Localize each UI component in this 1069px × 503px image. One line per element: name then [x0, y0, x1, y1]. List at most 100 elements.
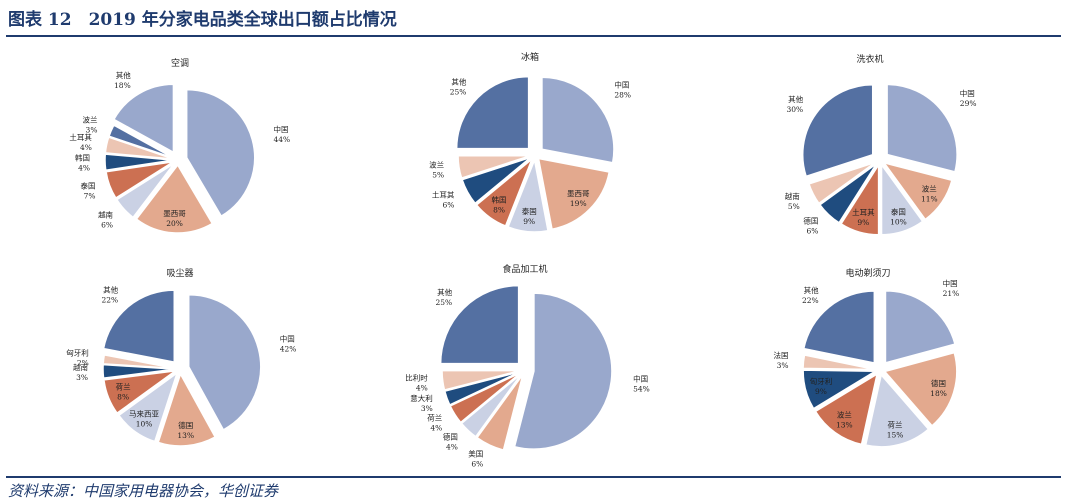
slice-other — [455, 75, 530, 150]
slice-label: 美国 — [468, 449, 483, 459]
slice-label: 其他 — [103, 284, 118, 294]
header-rule — [6, 35, 1061, 37]
chart-title: 洗衣机 — [856, 53, 883, 65]
slice-label: 越南 — [98, 209, 113, 219]
slice-label: 荷兰 — [116, 382, 131, 392]
slice-hungary — [102, 354, 176, 370]
slice-label: 中国 — [943, 278, 958, 288]
slice-label: 德国 — [178, 420, 193, 430]
source-note: 资料来源：中国家用电器协会，华创证券 — [8, 482, 279, 500]
slice-value: 42% — [280, 344, 297, 353]
slice-germany — [157, 372, 217, 447]
slice-label: 德国 — [443, 431, 458, 441]
slice-label: 法国 — [774, 350, 789, 360]
slice-label: 荷兰 — [427, 413, 442, 423]
slice-other — [112, 83, 175, 154]
slice-label: 荷兰 — [888, 419, 903, 429]
slice-label: 韩国 — [75, 153, 90, 163]
slice-turkey — [104, 136, 174, 160]
chart-title: 空调 — [171, 57, 189, 69]
slice-label: 其他 — [451, 76, 466, 86]
slice-thailand — [105, 160, 174, 200]
slice-turkey — [461, 156, 532, 205]
slice-usa — [475, 374, 524, 451]
slice-label: 越南 — [785, 191, 800, 201]
chart-title: 电动剃须刀 — [845, 267, 890, 279]
slice-label: 马来西亚 — [129, 409, 159, 418]
slice-value: 18% — [114, 81, 131, 90]
slice-value: 13% — [177, 431, 194, 440]
slice-value: 15% — [887, 430, 904, 439]
slice-china — [886, 83, 958, 173]
slice-other — [801, 83, 874, 178]
slice-value: 4% — [446, 442, 458, 451]
slice-label: 墨西哥 — [163, 209, 186, 218]
slice-thailand — [880, 162, 924, 236]
slice-label: 中国 — [960, 88, 975, 98]
slice-value: 3% — [421, 404, 433, 413]
slice-label: 匈牙利 — [810, 376, 833, 386]
slice-label: 墨西哥 — [567, 189, 590, 198]
slice-netherlands — [864, 373, 930, 448]
slice-china — [884, 290, 956, 364]
slice-value: 13% — [836, 421, 853, 430]
slice-label: 其他 — [788, 94, 803, 104]
slice-label: 土耳其 — [69, 132, 92, 142]
slice-value: 5% — [432, 170, 444, 179]
slice-value: 6% — [442, 200, 454, 209]
slice-label: 土耳其 — [852, 207, 875, 217]
slice-poland — [108, 124, 174, 159]
slice-netherlands — [449, 372, 522, 424]
slice-label: 比利时 — [405, 372, 428, 382]
slice-germany — [818, 163, 878, 224]
slice-mexico — [537, 157, 611, 231]
slice-label: 泰国 — [81, 181, 96, 191]
slice-other — [802, 290, 876, 364]
slice-value: 6% — [471, 460, 483, 469]
slice-china — [541, 76, 615, 164]
slice-belgium — [441, 369, 521, 391]
slice-value: 29% — [960, 99, 977, 108]
footer-rule — [6, 476, 1061, 478]
slice-label: 意大利 — [410, 393, 433, 403]
slice-poland — [814, 372, 879, 446]
slice-label: 波兰 — [837, 410, 852, 420]
slice-label: 德国 — [931, 378, 946, 388]
slice-value: 25% — [435, 298, 452, 307]
slice-label: 其他 — [804, 285, 819, 295]
slice-value: 10% — [890, 218, 907, 227]
chart-title: 食品加工机 — [502, 263, 547, 275]
slice-label: 德国 — [803, 216, 818, 226]
slice-china — [187, 294, 262, 431]
slice-vietnam — [808, 161, 876, 205]
slice-germany — [883, 351, 958, 427]
slice-korea — [104, 153, 174, 172]
slice-label: 波兰 — [429, 159, 444, 169]
figure-header: 图表 12 2019 年分家电品类全球出口额占比情况 — [8, 6, 1061, 34]
figure-title: 图表 12 2019 年分家电品类全球出口额占比情况 — [8, 10, 397, 30]
slice-vietnam — [102, 363, 176, 380]
slice-label: 其他 — [437, 287, 452, 297]
slice-label: 中国 — [633, 374, 648, 384]
slice-label: 波兰 — [922, 184, 937, 194]
slice-value: 22% — [101, 295, 118, 304]
slice-value: 11% — [921, 195, 938, 204]
slice-value: 7% — [84, 192, 96, 201]
slice-value: 25% — [450, 87, 467, 96]
slice-thailand — [507, 157, 549, 233]
slice-value: 10% — [136, 419, 153, 428]
slice-mexico — [135, 163, 214, 234]
slice-value: 19% — [570, 199, 587, 208]
slice-value: 28% — [614, 90, 631, 99]
slice-other — [102, 289, 176, 363]
slice-value: 4% — [78, 164, 90, 173]
slice-china — [513, 292, 613, 450]
slice-label: 中国 — [614, 79, 629, 89]
slice-other — [439, 284, 520, 365]
slice-value: 20% — [166, 219, 183, 228]
slice-poland — [882, 161, 953, 221]
